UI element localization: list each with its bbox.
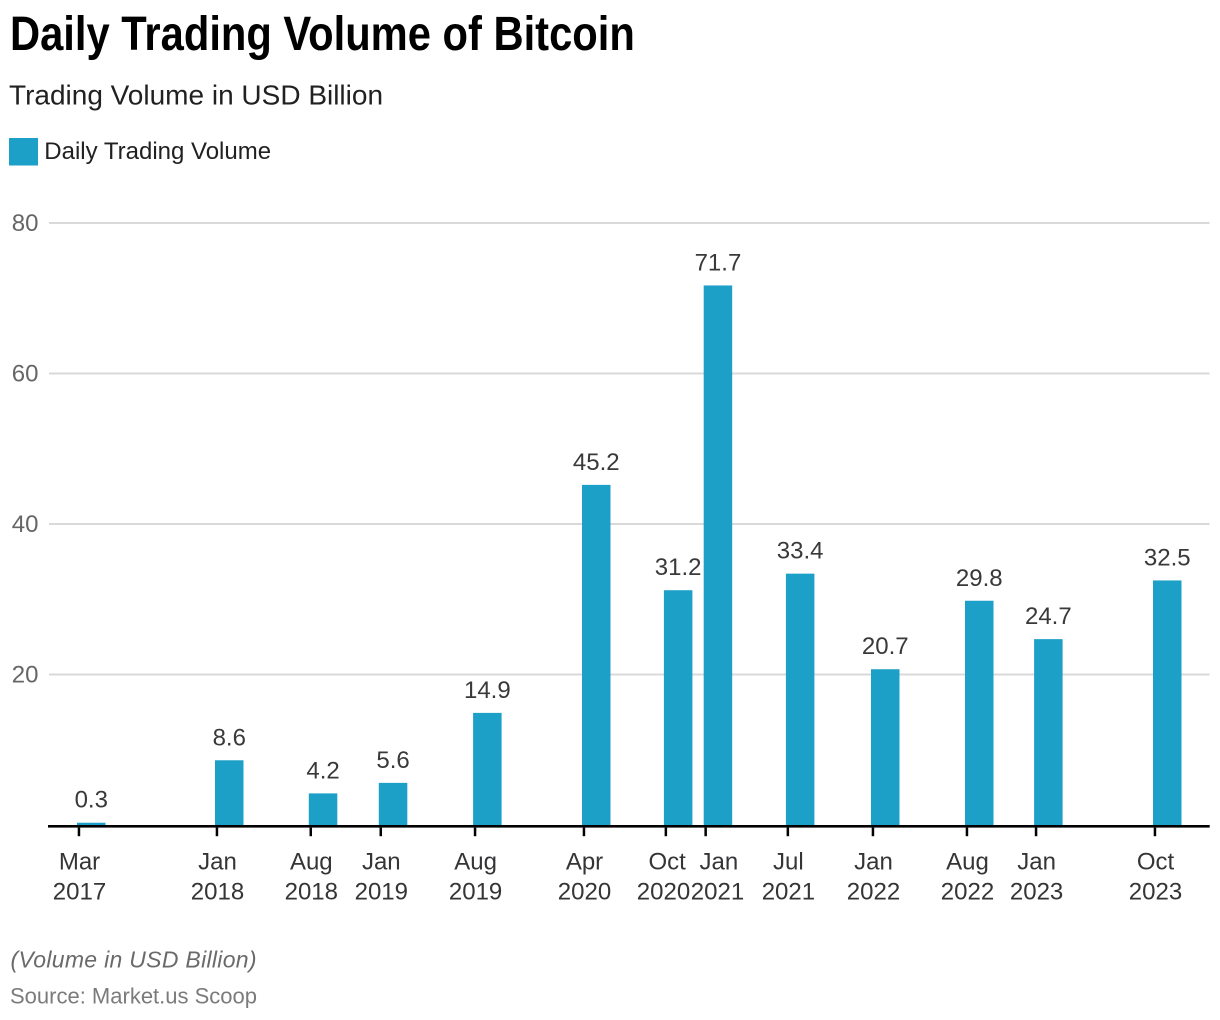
svg-text:2020: 2020	[558, 879, 611, 906]
svg-text:60: 60	[12, 361, 39, 388]
svg-text:2020: 2020	[637, 879, 690, 906]
svg-text:8.6: 8.6	[213, 724, 246, 751]
svg-text:24.7: 24.7	[1025, 603, 1072, 630]
svg-text:Apr: Apr	[566, 849, 603, 876]
svg-text:0.3: 0.3	[75, 787, 108, 814]
svg-text:Jan: Jan	[700, 849, 739, 876]
svg-text:71.7: 71.7	[695, 250, 742, 277]
svg-text:Aug: Aug	[454, 849, 497, 876]
svg-text:2019: 2019	[449, 879, 502, 906]
svg-text:40: 40	[12, 511, 39, 538]
svg-text:20: 20	[12, 662, 39, 689]
svg-text:2018: 2018	[191, 879, 244, 906]
svg-text:Jan: Jan	[854, 849, 893, 876]
svg-text:29.8: 29.8	[956, 565, 1003, 592]
svg-text:Jul: Jul	[773, 849, 804, 876]
svg-text:Jan: Jan	[1017, 849, 1056, 876]
svg-text:33.4: 33.4	[777, 538, 824, 565]
svg-text:2021: 2021	[762, 879, 815, 906]
svg-text:Trading Volume in USD Billion: Trading Volume in USD Billion	[9, 80, 383, 111]
svg-text:(Volume in USD Billion): (Volume in USD Billion)	[11, 947, 257, 973]
svg-text:2019: 2019	[355, 879, 408, 906]
svg-text:2022: 2022	[941, 879, 994, 906]
svg-text:2018: 2018	[285, 879, 338, 906]
svg-text:Mar: Mar	[59, 849, 100, 876]
svg-text:Aug: Aug	[290, 849, 333, 876]
svg-text:2023: 2023	[1010, 879, 1063, 906]
svg-text:2023: 2023	[1129, 879, 1182, 906]
svg-text:2021: 2021	[691, 879, 744, 906]
svg-text:31.2: 31.2	[655, 554, 702, 581]
svg-text:2017: 2017	[53, 879, 106, 906]
svg-text:5.6: 5.6	[376, 747, 409, 774]
svg-text:Daily Trading Volume of Bitcoi: Daily Trading Volume of Bitcoin	[10, 6, 635, 60]
svg-text:20.7: 20.7	[862, 633, 909, 660]
svg-text:Jan: Jan	[198, 849, 237, 876]
svg-text:32.5: 32.5	[1144, 544, 1191, 571]
svg-text:80: 80	[12, 210, 39, 237]
svg-text:14.9: 14.9	[464, 677, 511, 704]
svg-text:45.2: 45.2	[573, 449, 620, 476]
svg-text:Aug: Aug	[946, 849, 989, 876]
svg-text:Jan: Jan	[362, 849, 401, 876]
svg-text:2022: 2022	[847, 879, 900, 906]
svg-text:Oct: Oct	[649, 849, 687, 876]
svg-text:Daily Trading Volume: Daily Trading Volume	[44, 138, 271, 165]
svg-text:4.2: 4.2	[306, 757, 339, 784]
svg-text:Source: Market.us Scoop: Source: Market.us Scoop	[10, 984, 257, 1009]
svg-text:Oct: Oct	[1137, 849, 1175, 876]
